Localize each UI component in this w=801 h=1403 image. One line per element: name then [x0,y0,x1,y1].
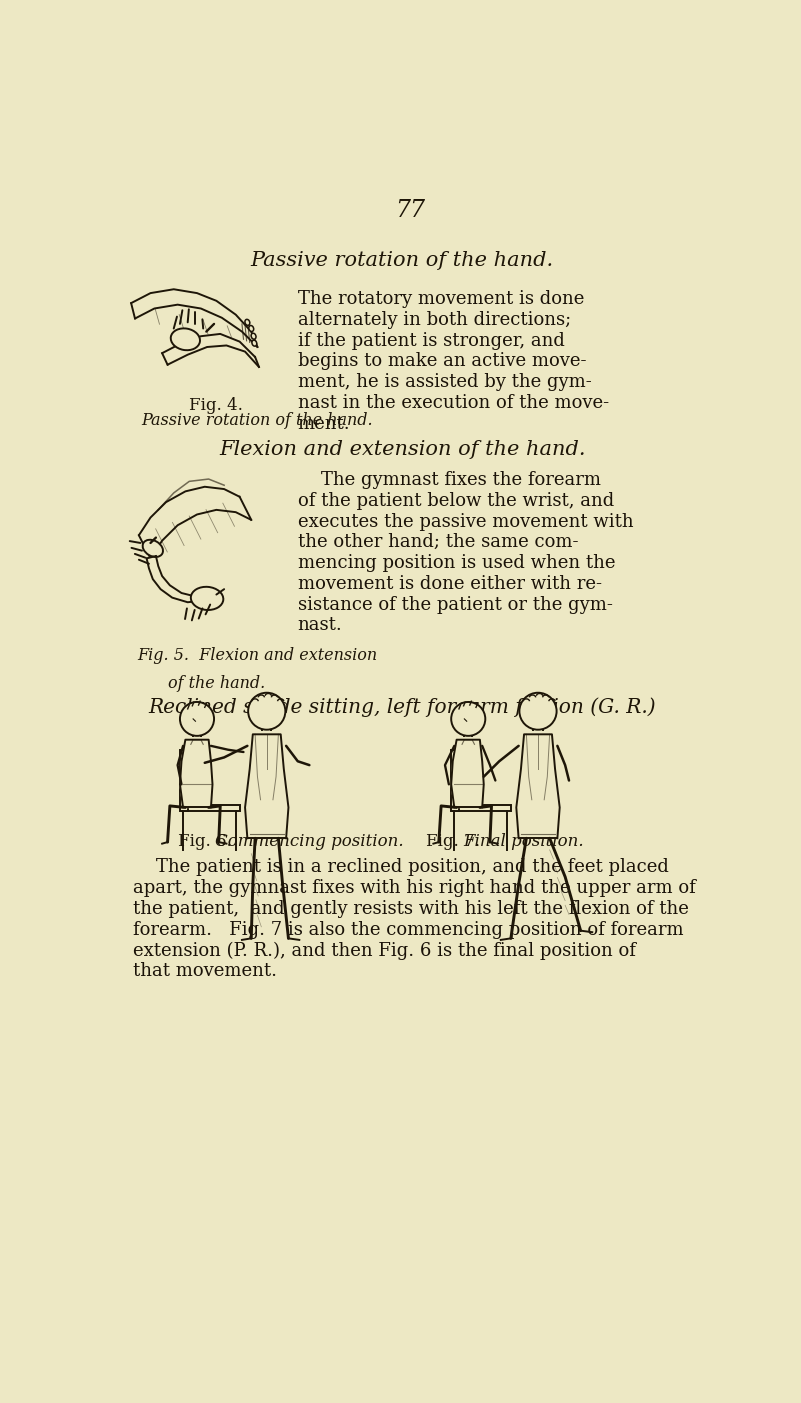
Text: forearm.   Fig. 7 is also the commencing position of forearm: forearm. Fig. 7 is also the commencing p… [134,920,684,939]
Text: movement is done either with re-: movement is done either with re- [298,575,602,593]
Polygon shape [245,734,288,838]
Text: ment, he is assisted by the gym-: ment, he is assisted by the gym- [298,373,591,391]
Text: nast.: nast. [298,616,343,634]
Bar [180,749,187,811]
Text: mencing position is used when the: mencing position is used when the [298,554,615,572]
Polygon shape [131,289,257,347]
Polygon shape [517,734,560,838]
Text: Final position.: Final position. [463,833,583,850]
Ellipse shape [143,540,163,557]
Text: extension (P. R.), and then Fig. 6 is the final position of: extension (P. R.), and then Fig. 6 is th… [134,941,636,960]
Circle shape [248,693,285,730]
Ellipse shape [252,340,257,347]
Text: The patient is in a reclined position, and the feet placed: The patient is in a reclined position, a… [134,859,670,877]
Text: apart, the gymnast fixes with his right hand the upper arm of: apart, the gymnast fixes with his right … [134,880,696,897]
Text: if the patient is stronger, and: if the patient is stronger, and [298,331,565,349]
Text: of the hand.: of the hand. [168,675,266,692]
Text: ment.: ment. [298,415,350,432]
Bar [453,805,511,811]
Circle shape [519,693,557,730]
Text: nast in the execution of the move-: nast in the execution of the move- [298,394,609,412]
Bar [182,805,239,811]
Text: Fig. 7.: Fig. 7. [425,833,480,850]
Text: Fig. 6.: Fig. 6. [178,833,231,850]
Bar [451,749,459,811]
Circle shape [451,702,485,735]
Ellipse shape [245,320,250,325]
Ellipse shape [249,325,254,331]
Polygon shape [162,334,259,368]
Text: Fig. 5.  Flexion and extension: Fig. 5. Flexion and extension [137,647,377,664]
Text: begins to make an active move-: begins to make an active move- [298,352,586,370]
Ellipse shape [252,334,256,340]
Text: The rotatory movement is done: The rotatory movement is done [298,290,584,309]
Text: Passive rotation of the hand.: Passive rotation of the hand. [251,251,554,271]
Circle shape [180,702,214,735]
Polygon shape [139,487,252,558]
Text: sistance of the patient or the gym-: sistance of the patient or the gym- [298,596,613,613]
Text: of the patient below the wrist, and: of the patient below the wrist, and [298,492,614,509]
Text: alternately in both directions;: alternately in both directions; [298,311,571,328]
Text: the other hand; the same com-: the other hand; the same com- [298,533,578,551]
Ellipse shape [191,586,223,610]
Text: executes the passive movement with: executes the passive movement with [298,512,634,530]
Polygon shape [147,556,208,602]
Text: the patient,  and gently resists with his left the flexion of the: the patient, and gently resists with his… [134,899,690,918]
Text: Fig. 4.: Fig. 4. [189,397,244,414]
Text: that movement.: that movement. [134,962,277,981]
Ellipse shape [171,328,200,351]
Text: The gymnast fixes the forearm: The gymnast fixes the forearm [298,471,601,490]
Text: 77: 77 [395,199,425,222]
Text: Commencing position.: Commencing position. [215,833,404,850]
Text: Flexion and extension of the hand.: Flexion and extension of the hand. [219,441,586,459]
Text: Passive rotation of the hand.: Passive rotation of the hand. [141,412,372,429]
Polygon shape [180,739,212,808]
Polygon shape [451,739,484,808]
Text: Reclined stride sitting, left forearm flexion (G. R.): Reclined stride sitting, left forearm fl… [148,697,656,717]
